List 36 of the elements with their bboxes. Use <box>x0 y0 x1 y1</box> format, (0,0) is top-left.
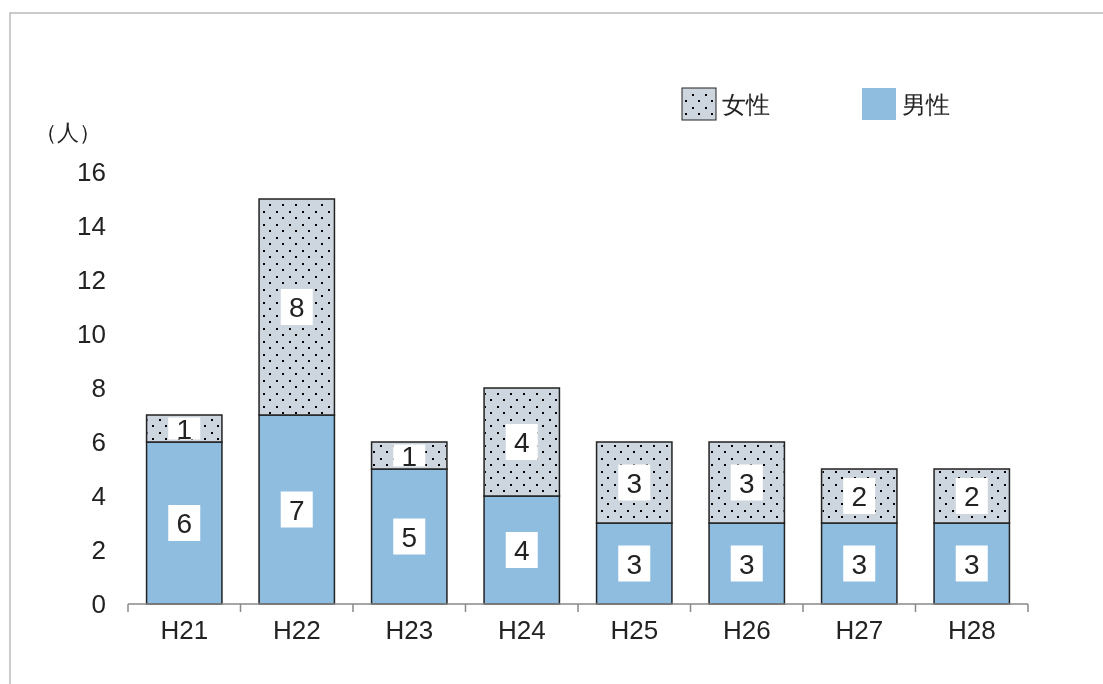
data-label: 3 <box>851 548 868 580</box>
data-label: 4 <box>513 535 530 566</box>
data-label: 7 <box>288 494 305 526</box>
data-label: 1 <box>401 440 418 472</box>
legend-label: 女性 <box>722 91 770 118</box>
y-tick-label: 8 <box>91 373 106 403</box>
x-tick-label: H24 <box>497 615 546 645</box>
y-tick-label: 16 <box>77 157 106 187</box>
x-tick-label: H21 <box>160 615 209 645</box>
x-tick-label: H23 <box>385 615 434 645</box>
data-label: 6 <box>176 508 193 539</box>
data-label: 3 <box>626 548 643 580</box>
data-label: 3 <box>626 467 643 499</box>
data-label: 3 <box>738 548 755 580</box>
x-tick-label: H22 <box>272 615 321 645</box>
x-tick-label: H27 <box>835 615 884 645</box>
data-label: 5 <box>401 521 418 553</box>
data-label: 4 <box>513 427 530 458</box>
legend-label: 男性 <box>902 91 950 118</box>
data-label: 1 <box>176 413 193 445</box>
y-tick-label: 14 <box>77 211 106 241</box>
data-label: 2 <box>963 481 980 512</box>
y-tick-label: 6 <box>91 427 106 457</box>
data-label: 3 <box>963 548 980 580</box>
y-tick-label: 4 <box>91 481 106 511</box>
x-tick-label: H26 <box>722 615 771 645</box>
data-label: 8 <box>288 292 305 323</box>
x-tick-label: H25 <box>610 615 659 645</box>
data-label: 2 <box>851 481 868 512</box>
x-tick-label: H28 <box>947 615 996 645</box>
data-label: 3 <box>738 467 755 499</box>
y-tick-label: 2 <box>91 535 106 565</box>
y-tick-label: 10 <box>77 319 106 349</box>
y-tick-label: 0 <box>91 589 106 619</box>
y-axis-title: （人） <box>35 120 101 145</box>
y-tick-label: 12 <box>77 265 106 295</box>
